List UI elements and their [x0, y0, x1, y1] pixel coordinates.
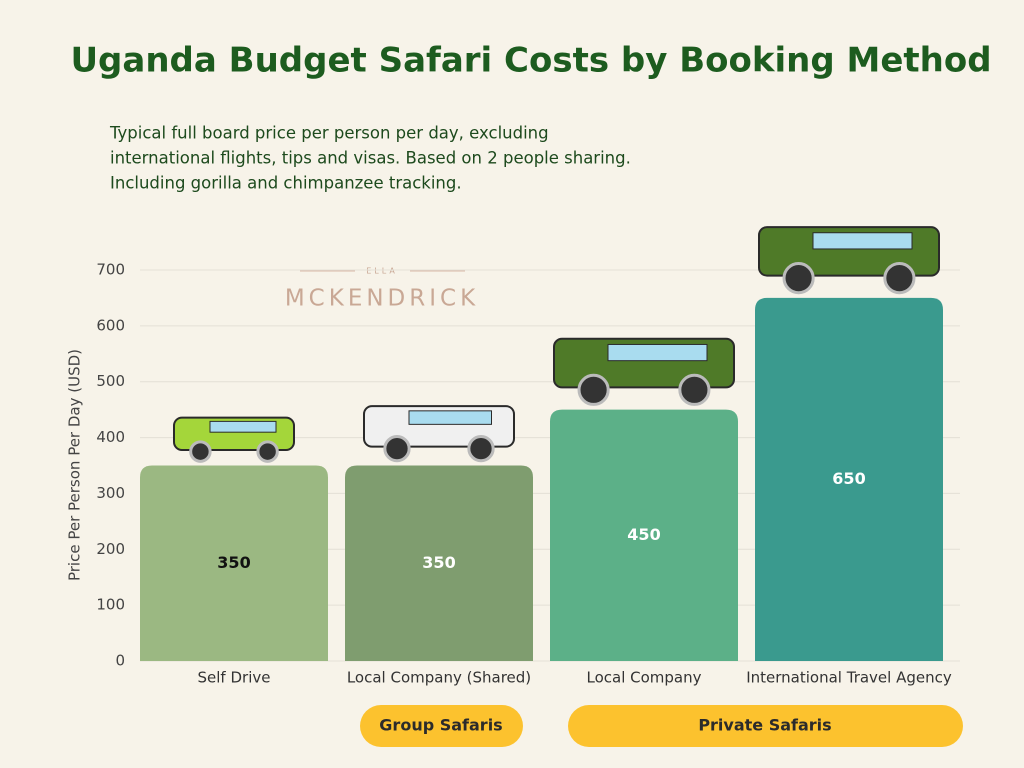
group-pill [360, 705, 523, 747]
bar [550, 409, 738, 661]
value-label: 650 [832, 469, 865, 488]
group-label: Group Safaris [379, 716, 502, 735]
vehicle-wheel [883, 262, 916, 295]
y-tick-label: 300 [96, 484, 125, 502]
vehicle-window [408, 410, 492, 425]
x-tick-label: Local Company [586, 669, 701, 687]
vehicle-window [607, 343, 708, 362]
x-tick-label: International Travel Agency [746, 669, 952, 687]
vehicle-wheel [383, 435, 411, 463]
vehicle-wheel [189, 440, 212, 463]
subtitle: international flights, tips and visas. B… [110, 149, 631, 168]
vehicle-wheel [678, 373, 711, 406]
vehicle-icon [758, 226, 940, 295]
watermark: MCKENDRICK [285, 286, 479, 312]
subtitle: Including gorilla and chimpanzee trackin… [110, 174, 462, 193]
y-tick-label: 0 [115, 652, 125, 670]
y-tick-label: 500 [96, 372, 125, 390]
vehicle-window [812, 232, 913, 250]
vehicle-wheel [467, 435, 495, 463]
y-tick-label: 400 [96, 428, 125, 446]
y-tick-label: 100 [96, 596, 125, 614]
x-tick-label: Self Drive [198, 669, 271, 687]
bar [755, 297, 943, 661]
vehicle-icon [173, 416, 295, 463]
value-label: 450 [627, 525, 660, 544]
vehicle-wheel [577, 373, 610, 406]
value-label: 350 [217, 553, 250, 572]
vehicle-icon [363, 405, 515, 463]
bars: Self Drive 350 Local Company (Shared) 350 Lo… [140, 226, 952, 687]
vehicle-wheel [782, 262, 815, 295]
bar [140, 465, 328, 661]
bar [345, 465, 533, 661]
subtitle: Typical full board price per person per … [109, 124, 549, 143]
y-tick-label: 700 [96, 261, 125, 279]
vehicle-window [209, 420, 277, 433]
group-label: Private Safaris [698, 716, 831, 735]
group-pill [568, 705, 963, 747]
y-tick-label: 200 [96, 540, 125, 558]
watermark: ELLA [366, 267, 398, 276]
vehicle-icon [553, 337, 735, 406]
value-label: 350 [422, 553, 455, 572]
chart-title: Uganda Budget Safari Costs by Booking Me… [70, 41, 991, 81]
x-tick-label: Local Company (Shared) [347, 669, 531, 687]
y-axis-label: Price Per Person Per Day (USD) [66, 349, 84, 581]
y-tick-label: 600 [96, 316, 125, 334]
vehicle-wheel [256, 440, 279, 463]
